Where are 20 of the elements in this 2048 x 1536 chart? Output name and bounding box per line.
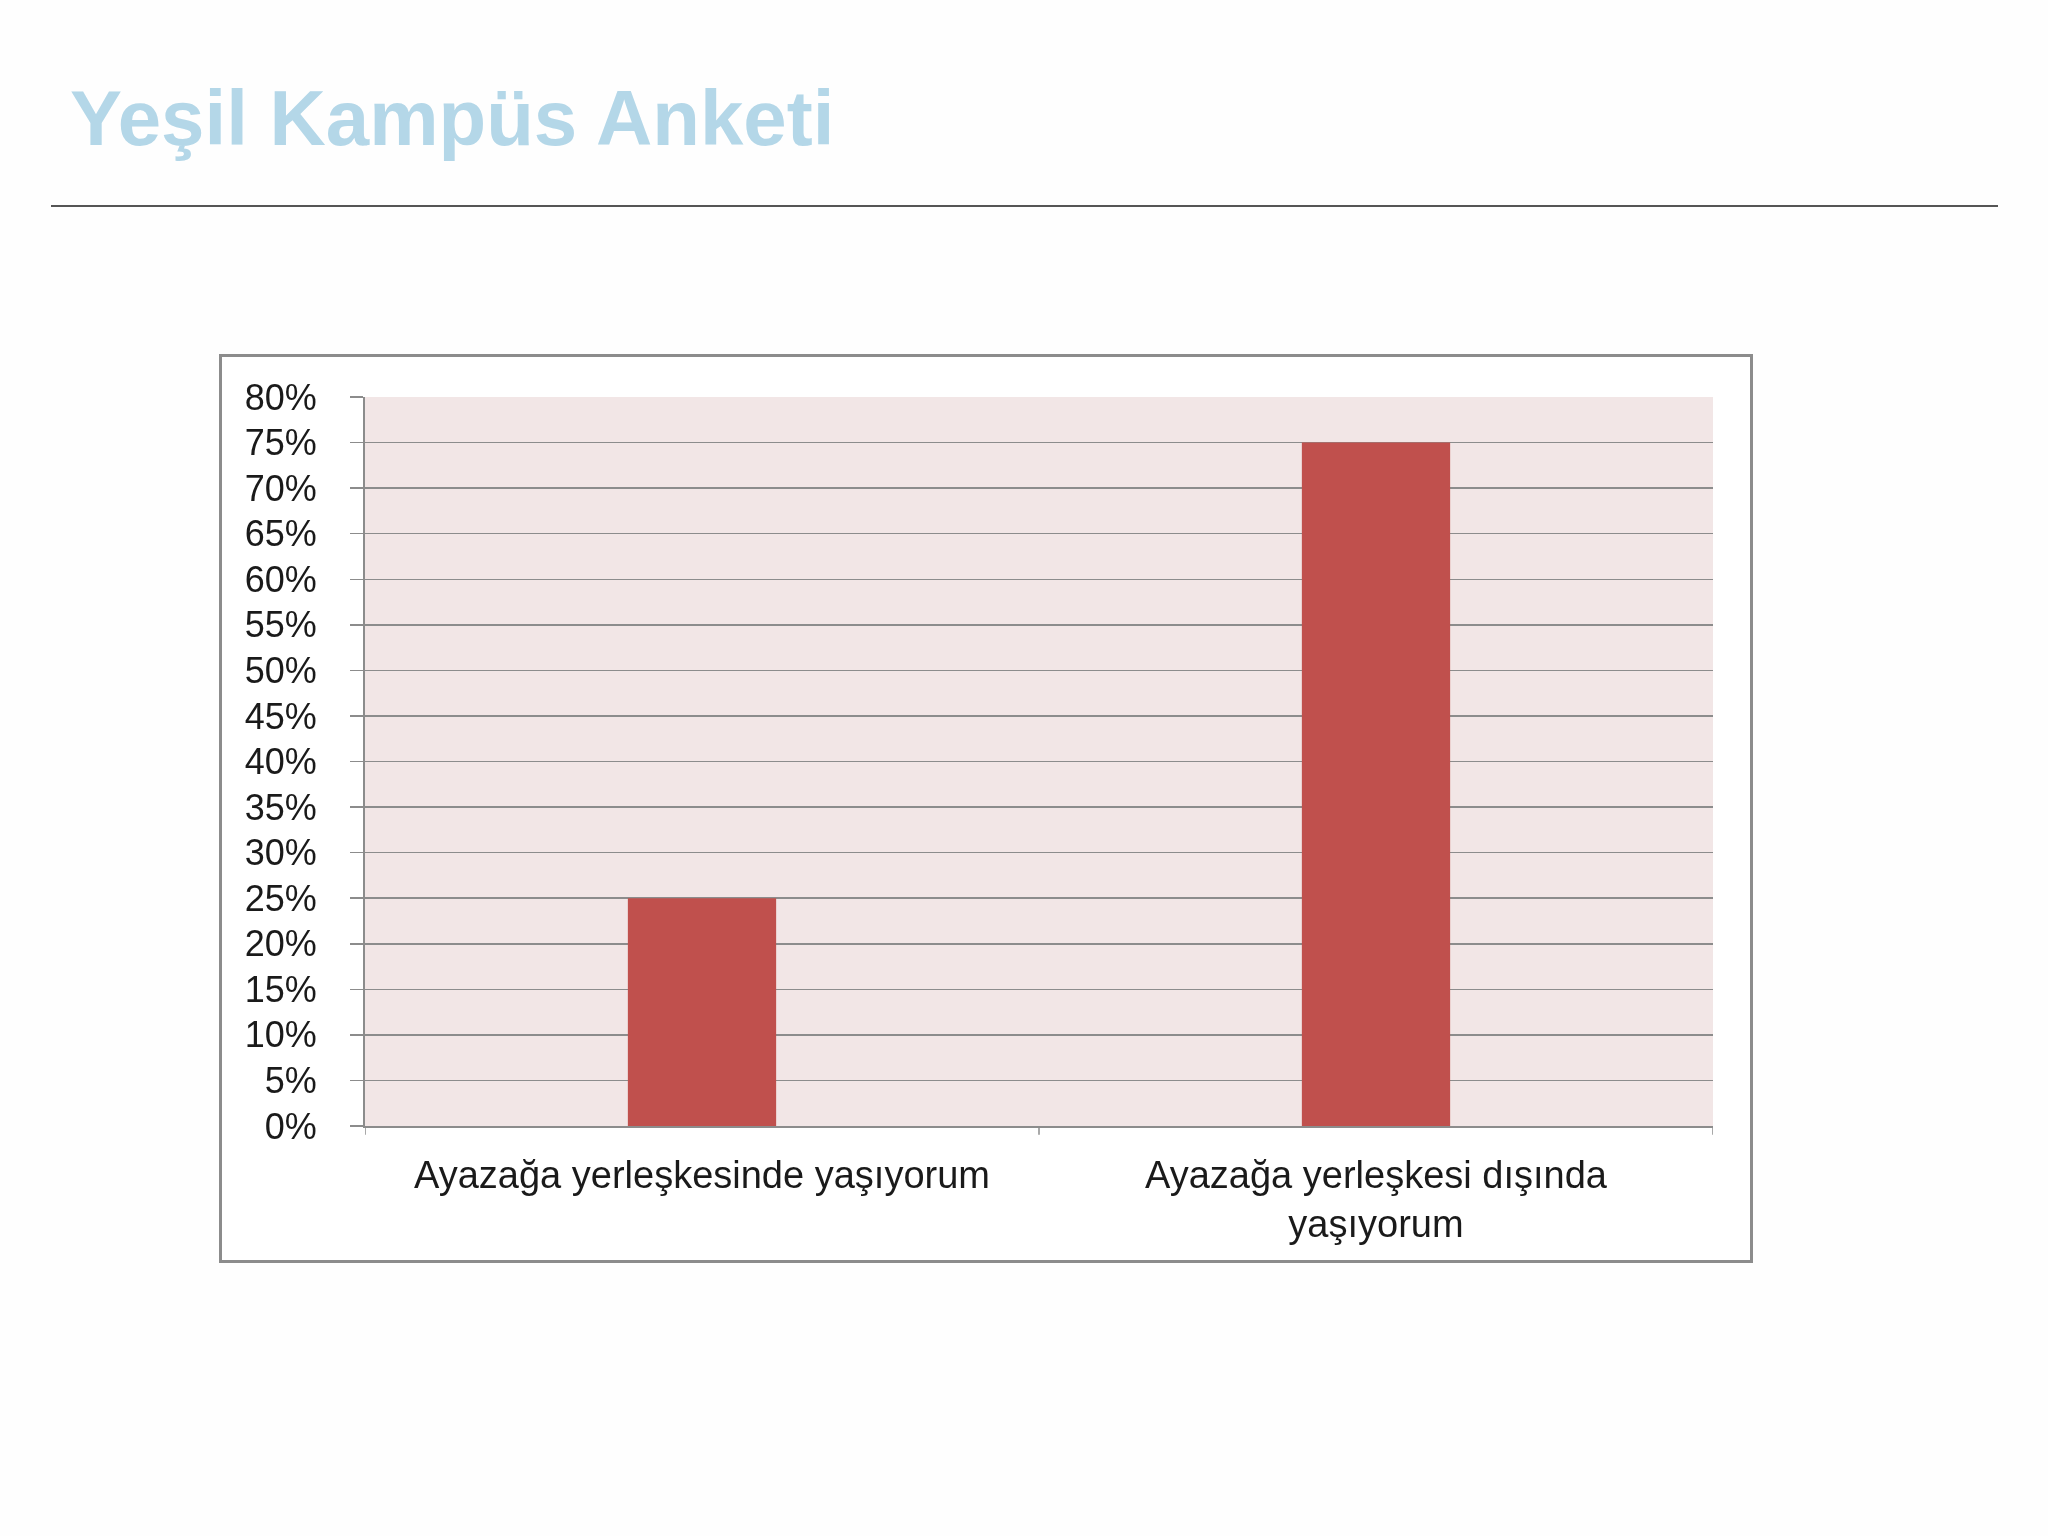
y-tick-label: 20% — [244, 923, 317, 965]
y-tick-label: 30% — [244, 832, 317, 874]
y-tick-label: 5% — [264, 1060, 317, 1102]
x-tick-label: Ayazağa yerleşkesinde yaşıyorum — [414, 1153, 990, 1196]
x-tick-label: Ayazağa yerleşkesi dışında yaşıyorum — [1145, 1153, 1608, 1245]
chart-title: Yeşil Kampüs Anketi — [70, 74, 835, 163]
y-tick-label: 25% — [244, 877, 317, 919]
y-tick-label: 80% — [244, 376, 317, 418]
y-tick-label: 40% — [244, 741, 317, 783]
y-tick-label: 50% — [244, 649, 317, 691]
y-tick-label: 45% — [244, 695, 317, 737]
y-tick-label: 0% — [264, 1105, 317, 1147]
y-tick-label: 15% — [244, 968, 317, 1010]
y-tick-label: 75% — [244, 422, 317, 464]
y-tick-label: 55% — [244, 604, 317, 646]
y-tick-label: 70% — [244, 467, 317, 509]
y-tick-label: 35% — [244, 786, 317, 828]
y-tick-label: 10% — [244, 1014, 317, 1056]
y-tick-label: 60% — [244, 558, 317, 600]
y-tick-label: 65% — [244, 513, 317, 555]
